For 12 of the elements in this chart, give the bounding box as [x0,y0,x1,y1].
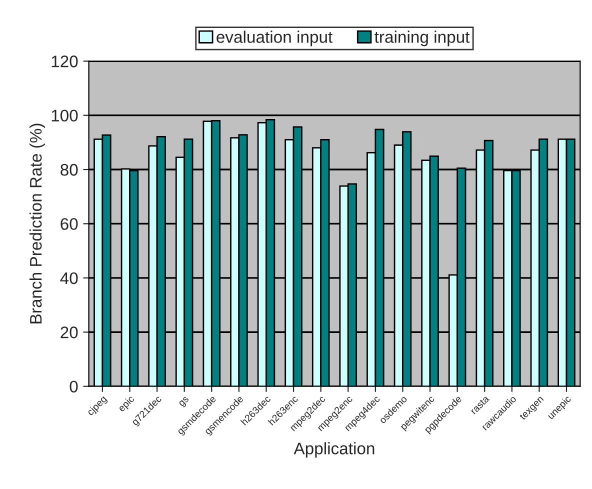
y-tick-label: 60 [60,218,78,230]
legend-label: training input [374,30,470,46]
x-tick-label: epic [117,394,136,414]
y-tick-label: 40 [60,272,78,284]
y-tick-label: 80 [60,164,78,176]
legend-label: evaluation input [216,30,333,46]
y-axis-title: Branch Prediction Rate (%) [29,124,46,324]
x-axis-title: Application [294,442,374,458]
y-tick-label: 120 [52,56,78,68]
y-tick-label: 100 [52,110,78,122]
y-tick-label: 20 [60,326,78,338]
y-tick-label: 0 [70,380,78,393]
